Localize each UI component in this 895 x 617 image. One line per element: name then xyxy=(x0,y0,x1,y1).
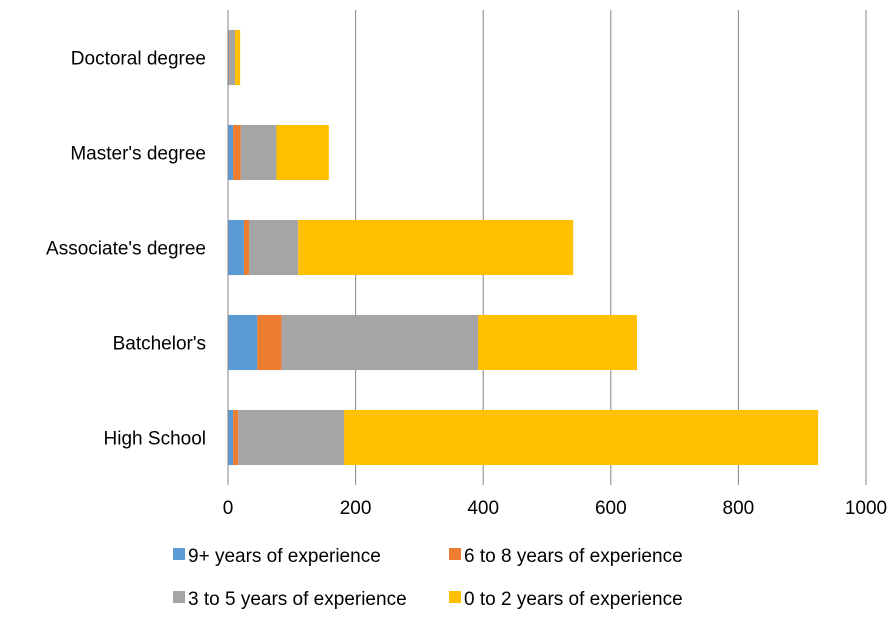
x-tick-label: 800 xyxy=(723,498,755,519)
bar-segment xyxy=(276,124,329,181)
bar-segment xyxy=(249,219,299,276)
bar-segment xyxy=(238,409,345,466)
x-tick-label: 0 xyxy=(223,498,234,519)
category-label: Batchelor's xyxy=(113,334,206,355)
legend-swatch xyxy=(173,548,185,560)
bar-segment xyxy=(281,314,479,371)
x-tick-label: 600 xyxy=(595,498,627,519)
bar-segment xyxy=(228,124,234,181)
bar-segment xyxy=(235,29,241,86)
bar-segment xyxy=(228,219,244,276)
bar-segment xyxy=(229,29,236,86)
category-label: High School xyxy=(104,429,206,450)
legend: 9+ years of experience 6 to 8 years of ex… xyxy=(173,546,683,610)
legend-swatch xyxy=(449,591,461,603)
gridlines xyxy=(355,10,867,485)
bar-segment xyxy=(243,219,250,276)
legend-swatch xyxy=(173,591,185,603)
x-tick-label: 200 xyxy=(340,498,372,519)
bar-segment xyxy=(228,314,258,371)
bar-segment xyxy=(478,314,637,371)
bar-segment xyxy=(228,29,230,86)
x-tick-label: 400 xyxy=(467,498,499,519)
bar-segment xyxy=(229,29,230,86)
legend-label: 3 to 5 years of experience xyxy=(188,589,407,610)
legend-label: 0 to 2 years of experience xyxy=(464,589,683,610)
category-label: Master's degree xyxy=(70,144,206,165)
legend-label: 6 to 8 years of experience xyxy=(464,546,683,567)
bar-segment xyxy=(344,409,819,466)
bars xyxy=(228,29,819,466)
bar-segment xyxy=(228,409,234,466)
legend-swatch xyxy=(449,548,461,560)
bar-segment xyxy=(257,314,282,371)
bar-segment xyxy=(240,124,277,181)
x-tick-label: 1000 xyxy=(845,498,887,519)
category-label: Doctoral degree xyxy=(71,49,206,70)
labels: 0 200 400 600 800 1000 Doctoral degree Master's… xyxy=(46,49,887,520)
bar-segment xyxy=(298,219,574,276)
bar-segment xyxy=(233,409,239,466)
category-label: Associate's degree xyxy=(46,239,206,260)
legend-label: 9+ years of experience xyxy=(188,546,381,567)
bar-segment xyxy=(233,124,241,181)
